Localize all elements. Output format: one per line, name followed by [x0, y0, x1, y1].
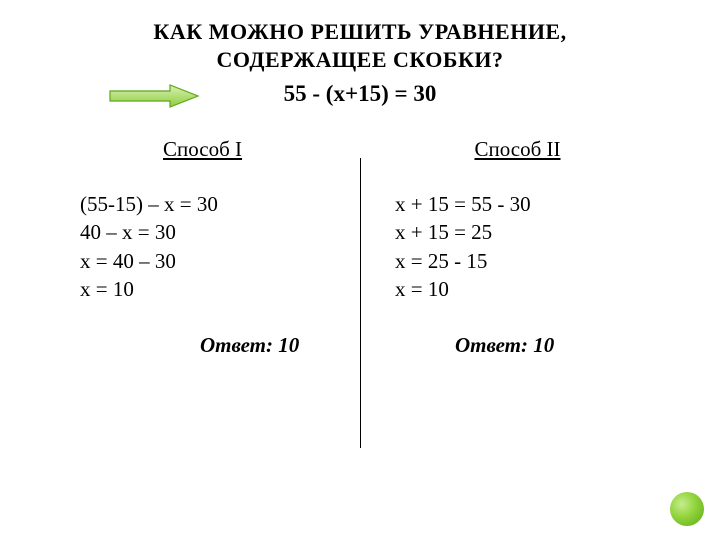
method-1-column: Способ I (55-15) – х = 30 40 – х = 30 х …	[80, 137, 355, 358]
method-2-steps: х + 15 = 55 - 30 х + 15 = 25 х = 25 - 15…	[395, 190, 640, 303]
method-2-column: Способ II х + 15 = 55 - 30 х + 15 = 25 х…	[355, 137, 640, 358]
title-line-1: КАК МОЖНО РЕШИТЬ УРАВНЕНИЕ,	[153, 19, 566, 44]
methods-container: Способ I (55-15) – х = 30 40 – х = 30 х …	[0, 137, 720, 358]
slide: КАК МОЖНО РЕШИТЬ УРАВНЕНИЕ, СОДЕРЖАЩЕЕ С…	[0, 0, 720, 540]
method-2-step: х + 15 = 55 - 30	[395, 190, 640, 218]
equation-row: 55 - (х+15) = 30	[0, 81, 720, 107]
method-1-heading: Способ I	[80, 137, 325, 162]
title-line-2: СОДЕРЖАЩЕЕ СКОБКИ?	[216, 47, 503, 72]
method-1-answer: Ответ: 10	[80, 333, 325, 358]
method-1-step: (55-15) – х = 30	[80, 190, 325, 218]
method-2-step: х = 10	[395, 275, 640, 303]
method-1-steps: (55-15) – х = 30 40 – х = 30 х = 40 – 30…	[80, 190, 325, 303]
method-2-step: х = 25 - 15	[395, 247, 640, 275]
method-1-step: 40 – х = 30	[80, 218, 325, 246]
main-equation: 55 - (х+15) = 30	[284, 81, 437, 107]
method-2-heading: Способ II	[395, 137, 640, 162]
arrow-icon	[108, 83, 200, 114]
method-1-step: х = 40 – 30	[80, 247, 325, 275]
slide-title: КАК МОЖНО РЕШИТЬ УРАВНЕНИЕ, СОДЕРЖАЩЕЕ С…	[0, 18, 720, 73]
method-2-answer: Ответ: 10	[395, 333, 640, 358]
method-2-step: х + 15 = 25	[395, 218, 640, 246]
method-1-step: х = 10	[80, 275, 325, 303]
decorative-dot-icon	[670, 492, 704, 526]
